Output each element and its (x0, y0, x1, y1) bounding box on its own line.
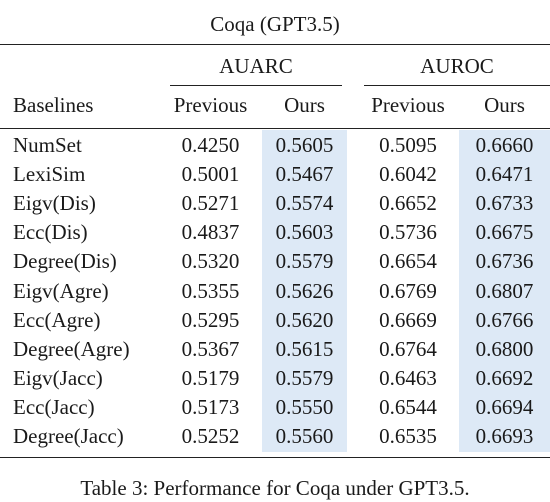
value-cell: 0.6675 (475, 220, 534, 244)
table-title: Coqa (GPT3.5) (210, 12, 340, 36)
sub-header-previous-auarc: Previous (173, 93, 248, 117)
value-cell: 0.5603 (275, 220, 334, 244)
rule-under-auarc (170, 85, 342, 86)
value-cell: 0.5252 (181, 424, 240, 448)
value-cell: 0.5579 (275, 366, 334, 390)
value-cell: 0.6800 (475, 337, 534, 361)
baseline-name: Ecc(Jacc) (13, 395, 95, 419)
value-cell: 0.4837 (181, 220, 240, 244)
value-cell: 0.6042 (379, 162, 437, 186)
value-cell: 0.6769 (379, 279, 437, 303)
baseline-name: Ecc(Agre) (13, 308, 101, 332)
sub-header-previous-auroc: Previous (371, 93, 445, 117)
rule-under-header (0, 128, 550, 129)
baseline-name: Eigv(Dis) (13, 191, 96, 215)
value-cell: 0.6660 (475, 133, 534, 157)
baseline-name: Ecc(Dis) (13, 220, 88, 244)
sub-header-ours-auarc: Ours (284, 93, 325, 117)
baseline-name: Degree(Agre) (13, 337, 130, 361)
value-cell: 0.6736 (475, 249, 534, 273)
baseline-name: Degree(Jacc) (13, 424, 124, 448)
value-cell: 0.5574 (275, 191, 334, 215)
rule-under-auroc (364, 85, 550, 86)
value-cell: 0.6807 (475, 279, 534, 303)
value-cell: 0.4250 (181, 133, 240, 157)
value-cell: 0.6764 (379, 337, 437, 361)
value-cell: 0.5355 (181, 279, 240, 303)
value-cell: 0.5615 (275, 337, 334, 361)
value-cell: 0.5579 (275, 249, 334, 273)
value-cell: 0.5550 (275, 395, 334, 419)
sub-header-ours-auroc: Ours (484, 93, 525, 117)
baseline-name: Eigv(Agre) (13, 279, 109, 303)
value-cell: 0.6693 (475, 424, 534, 448)
value-cell: 0.6544 (379, 395, 437, 419)
table-caption: Table 3: Performance for Coqa under GPT3… (80, 476, 470, 500)
baseline-name: Eigv(Jacc) (13, 366, 103, 390)
value-cell: 0.6654 (379, 249, 437, 273)
value-cell: 0.5626 (275, 279, 334, 303)
value-cell: 0.6766 (475, 308, 534, 332)
value-cell: 0.6692 (475, 366, 534, 390)
value-cell: 0.6733 (475, 191, 534, 215)
value-cell: 0.5736 (379, 220, 437, 244)
group-header-auroc: AUROC (420, 54, 494, 78)
value-cell: 0.6535 (379, 424, 437, 448)
baselines-header: Baselines (13, 93, 94, 117)
rule-bottom (0, 457, 550, 458)
value-cell: 0.6463 (379, 366, 437, 390)
value-cell: 0.5173 (181, 395, 240, 419)
value-cell: 0.5095 (379, 133, 437, 157)
ours-auroc-highlight (459, 130, 550, 452)
ours-auarc-highlight (262, 130, 347, 452)
value-cell: 0.6652 (379, 191, 437, 215)
rule-under-title (0, 44, 550, 45)
value-cell: 0.5179 (181, 366, 240, 390)
baseline-name: LexiSim (13, 162, 86, 186)
baseline-name: NumSet (13, 133, 82, 157)
value-cell: 0.5295 (181, 308, 240, 332)
value-cell: 0.6669 (379, 308, 437, 332)
value-cell: 0.5271 (181, 191, 240, 215)
value-cell: 0.5367 (181, 337, 240, 361)
value-cell: 0.5605 (275, 133, 334, 157)
value-cell: 0.5001 (181, 162, 240, 186)
value-cell: 0.6694 (475, 395, 534, 419)
value-cell: 0.5320 (181, 249, 240, 273)
value-cell: 0.5560 (275, 424, 334, 448)
value-cell: 0.5620 (275, 308, 334, 332)
value-cell: 0.5467 (275, 162, 334, 186)
group-header-auarc: AUARC (219, 54, 293, 78)
value-cell: 0.6471 (475, 162, 534, 186)
baseline-name: Degree(Dis) (13, 249, 117, 273)
